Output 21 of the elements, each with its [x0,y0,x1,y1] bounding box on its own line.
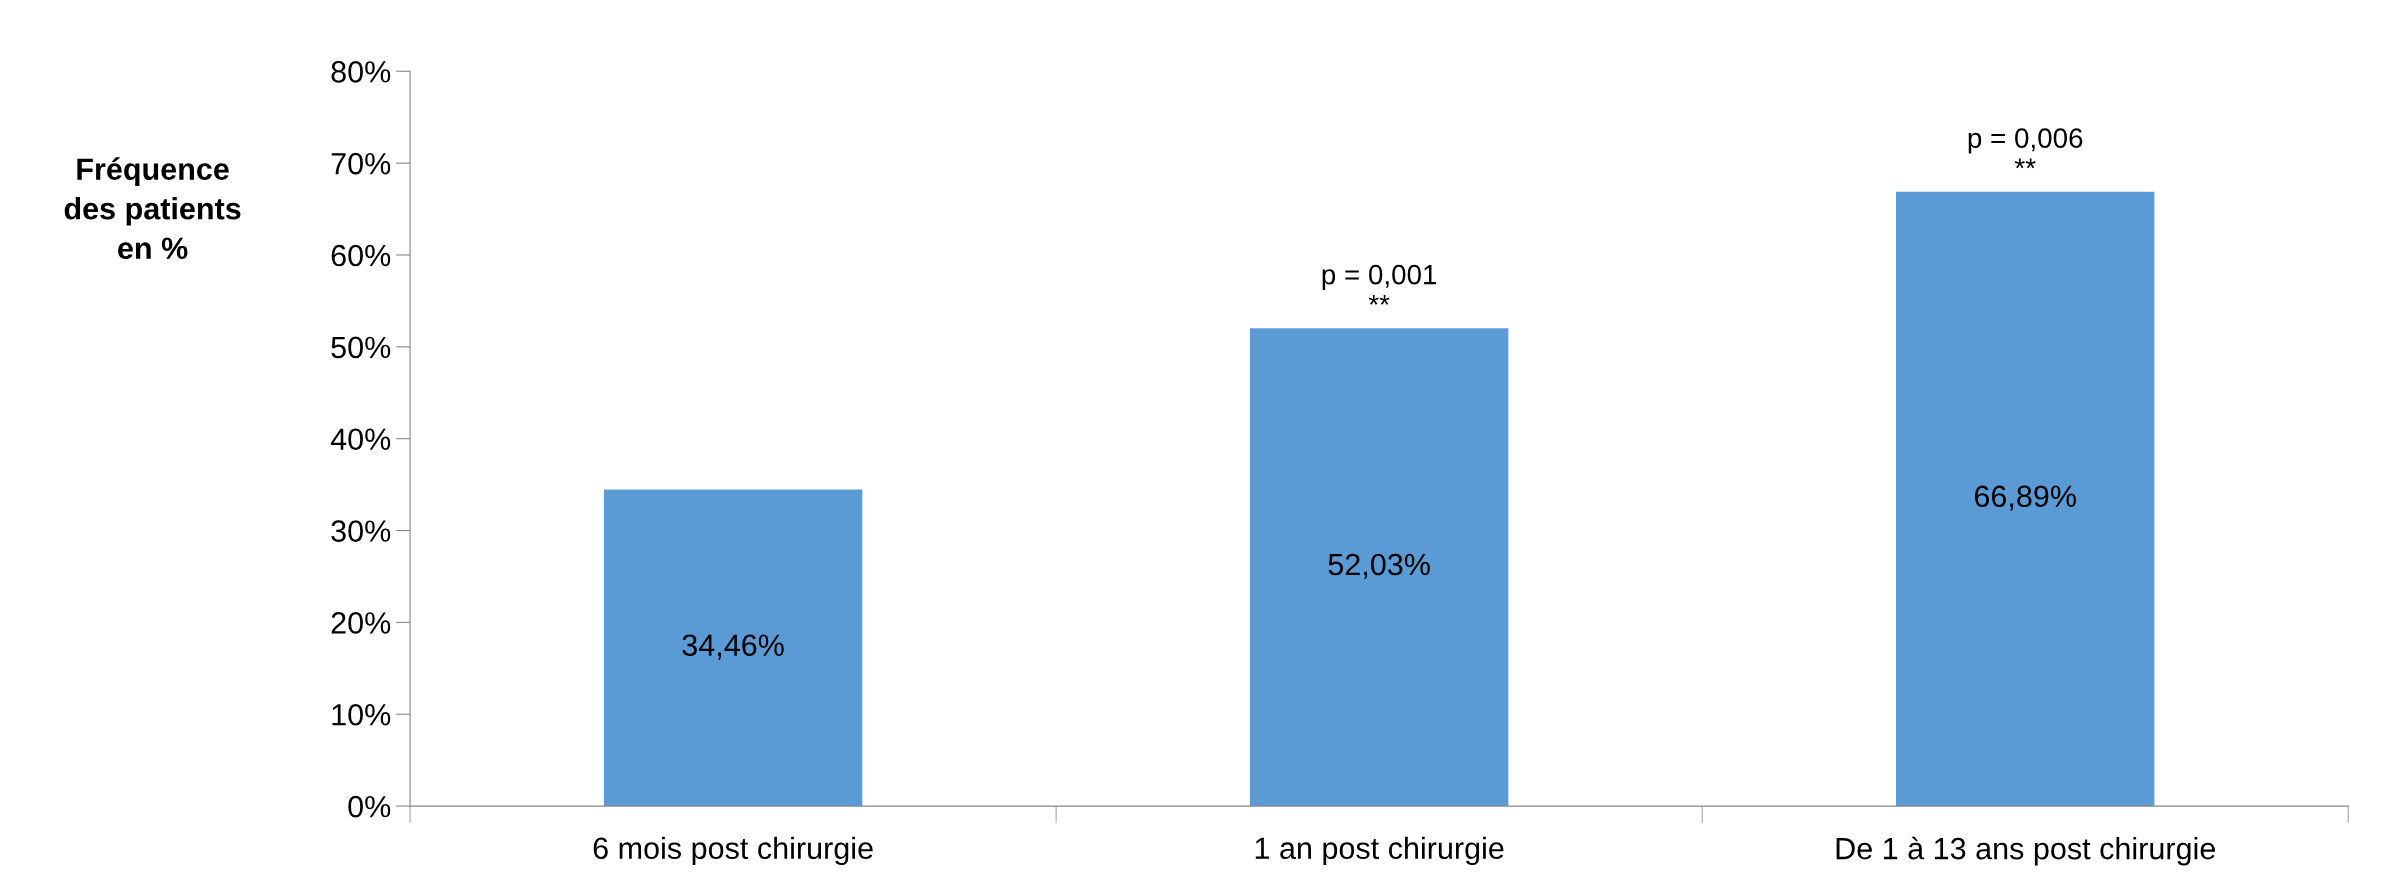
annotation: p = 0,006 ** [1968,128,2083,169]
bar [1896,191,2155,807]
x-tick-label: De 1 à 13 ans post chirurgie [1836,836,2215,866]
y-tick-label: 20% [331,612,391,634]
data-label: 34,46% [682,634,784,660]
annotation: p = 0,001 ** [1322,264,1437,305]
data-label: 52,03% [1328,553,1430,579]
bar [603,489,863,807]
y-tick-label: 10% [332,703,391,726]
y-tick-label: 60% [331,244,391,267]
x-tick-label: 1 an post chirurgie [1255,836,1504,866]
y-tick-label: 70% [331,152,391,175]
y-tick-label: 30% [331,520,391,542]
data-label: 66,89% [1974,485,2076,511]
y-tick-label: 80% [331,61,391,83]
y-axis-title: Fréquence des patients en % [64,157,241,260]
bar [1249,328,1509,807]
y-tick-label: 0% [348,795,391,818]
y-tick-label: 50% [331,336,391,359]
x-tick-label: 6 mois post chirurgie [593,836,873,866]
y-tick-label: 40% [330,428,391,451]
